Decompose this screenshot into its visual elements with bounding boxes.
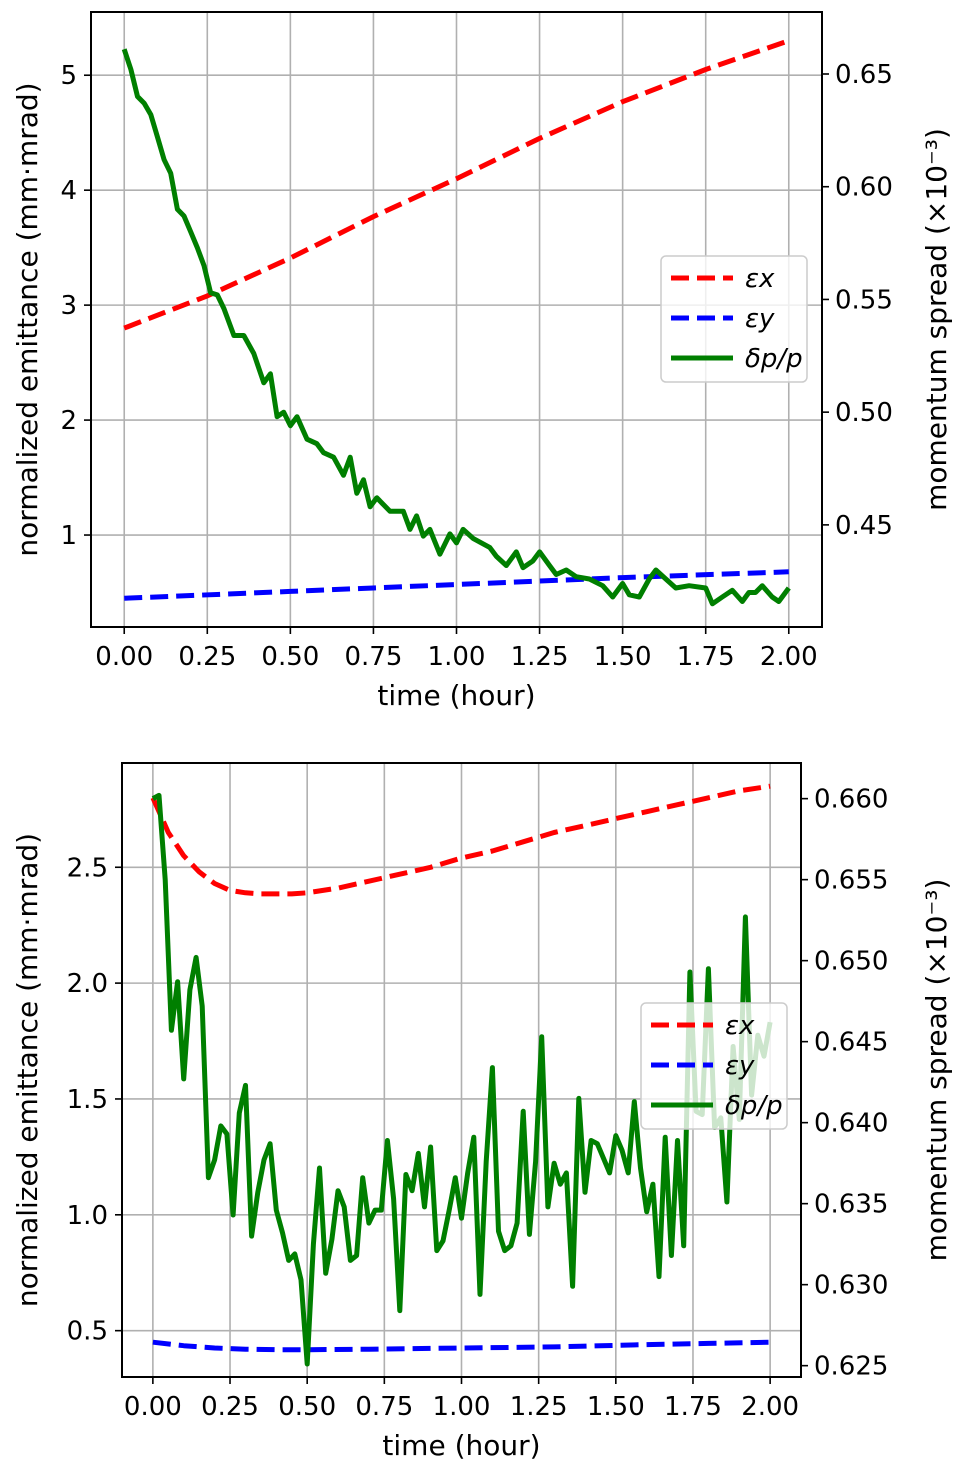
y2-tick-label: 0.55 — [835, 285, 893, 315]
x-tick-label: 1.50 — [587, 1392, 645, 1422]
y2-tick-label: 0.50 — [835, 398, 893, 428]
series-line-ey — [124, 569, 789, 601]
x-tick-label: 0.75 — [344, 642, 402, 672]
x-tick-label: 0.00 — [124, 1392, 182, 1422]
y2-tick-label: 0.645 — [814, 1028, 888, 1058]
x-axis-title: time (hour) — [382, 1429, 540, 1462]
series-line-ex — [150, 783, 771, 897]
y2-tick-label: 0.45 — [835, 511, 893, 541]
legend-label: δp/p — [725, 1091, 783, 1121]
grid-lines — [122, 763, 801, 1377]
y2-tick-label: 0.635 — [814, 1190, 888, 1220]
x-tick-label: 1.00 — [428, 642, 486, 672]
series-line-ex — [123, 38, 790, 331]
legend-label: δp/p — [745, 344, 803, 374]
x-tick-label: 0.00 — [95, 642, 153, 672]
x-tick-label: 1.50 — [594, 642, 652, 672]
series-line-ey — [152, 1339, 771, 1353]
x-tick-label: 0.75 — [355, 1392, 413, 1422]
y-tick-label: 5 — [60, 61, 77, 91]
y2-tick-label: 0.655 — [814, 866, 888, 896]
legend-label: εy — [745, 304, 775, 334]
y-tick-label: 1.5 — [67, 1085, 108, 1115]
x-tick-label: 1.75 — [664, 1392, 722, 1422]
y2-tick-label: 0.60 — [835, 173, 893, 203]
plot-frame — [90, 11, 823, 628]
y-tick-label: 3 — [60, 291, 77, 321]
x-tick-label: 1.75 — [677, 642, 735, 672]
x-tick-label: 0.25 — [201, 1392, 259, 1422]
y-tick-label: 0.5 — [67, 1317, 108, 1347]
y-tick-label: 2.0 — [67, 969, 108, 999]
x-tick-label: 1.25 — [510, 1392, 568, 1422]
legend-label: εx — [745, 264, 775, 294]
chart-2: 0.00 0.25 0.50 0.75 1.00 1.25 1.50 1.75 2.00 0.5 1… — [11, 762, 953, 1462]
chart-1: 0.00 0.25 0.50 0.75 1.00 1.25 1.50 1.75 2.00 1 2 3 4… — [11, 11, 953, 712]
legend: εx εy δp/p — [660, 255, 808, 383]
y2-tick-label: 0.65 — [835, 60, 893, 90]
y-tick-label: 1 — [60, 521, 77, 551]
x-axis-title: time (hour) — [377, 679, 535, 712]
legend-label: εy — [725, 1051, 755, 1081]
y2-axis-title: momentum spread (×10⁻³) — [920, 879, 953, 1262]
y2-tick-label: 0.630 — [814, 1271, 888, 1301]
x-tick-label: 0.50 — [278, 1392, 336, 1422]
y-tick-label: 1.0 — [67, 1201, 108, 1231]
series-line-dp — [121, 48, 791, 607]
y-tick-label: 2.5 — [67, 853, 108, 883]
y-axis-title: normalized emittance (mm·mrad) — [11, 82, 44, 556]
legend: εx εy δp/p — [640, 1002, 788, 1130]
x-tick-label: 1.00 — [433, 1392, 491, 1422]
x-tick-label: 2.00 — [741, 1392, 799, 1422]
x-tick-label: 0.25 — [178, 642, 236, 672]
series-group — [150, 783, 773, 1367]
y2-tick-label: 0.625 — [814, 1352, 888, 1382]
x-tick-label: 0.50 — [261, 642, 319, 672]
y-axis-title: normalized emittance (mm·mrad) — [11, 833, 44, 1307]
plot-frame — [121, 762, 802, 1378]
legend-box — [640, 1002, 788, 1130]
y2-axis-title: momentum spread (×10⁻³) — [920, 128, 953, 511]
legend-box — [660, 255, 808, 383]
series-group — [121, 38, 791, 607]
y-tick-label: 4 — [60, 176, 77, 206]
y2-tick-label: 0.640 — [814, 1109, 888, 1139]
y-tick-label: 2 — [60, 406, 77, 436]
series-line-dp — [151, 792, 773, 1367]
y2-tick-label: 0.660 — [814, 785, 888, 815]
y2-tick-label: 0.650 — [814, 947, 888, 977]
x-tick-label: 1.25 — [511, 642, 569, 672]
x-tick-label: 2.00 — [760, 642, 818, 672]
legend-label: εx — [725, 1011, 755, 1041]
grid-lines — [91, 12, 822, 627]
